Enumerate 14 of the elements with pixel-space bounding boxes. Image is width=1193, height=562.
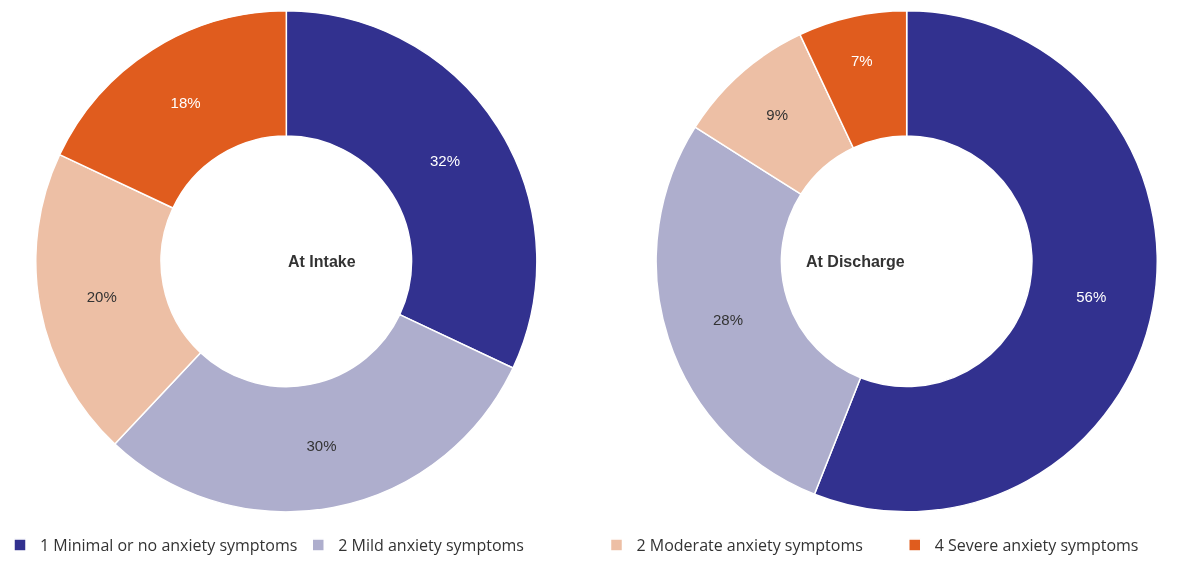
data-label: 18% [170, 94, 201, 112]
data-label: 9% [766, 105, 788, 123]
legend-label: 2 Moderate anxiety symptoms [636, 534, 863, 557]
data-label: 7% [850, 52, 873, 70]
legend-label: 1 Minimal or no anxiety symptoms [40, 534, 298, 557]
slice-label: At Intake [288, 253, 356, 270]
data-label: 30% [306, 437, 337, 455]
slice-label: At Discharge [806, 253, 905, 270]
data-label: 32% [429, 152, 460, 170]
data-label: 20% [86, 288, 117, 306]
legend-label: 4 Severe anxiety symptoms [934, 534, 1139, 557]
legend-label: 2 Mild anxiety symptoms [338, 534, 524, 557]
data-label: 56% [1076, 288, 1107, 306]
data-label: 28% [712, 310, 743, 328]
